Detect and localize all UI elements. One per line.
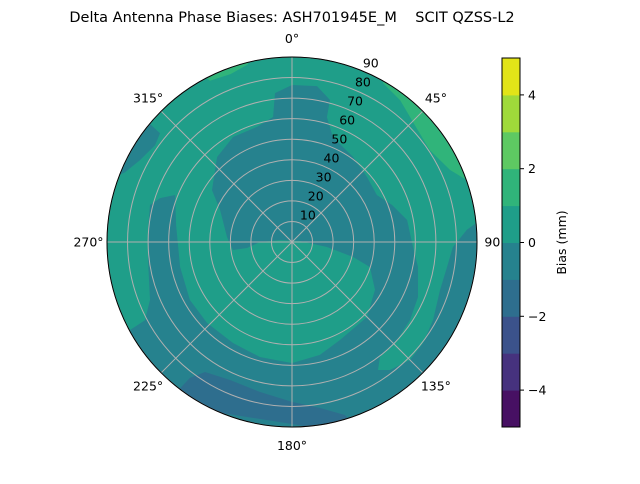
radial-tick-label: 80 xyxy=(355,75,371,90)
polar-frame xyxy=(106,56,478,428)
radial-tick-label: 50 xyxy=(331,132,347,147)
angular-tick-label: 225° xyxy=(133,378,163,393)
colorbar-tick-label: 2 xyxy=(528,161,536,176)
radial-tick-label: 20 xyxy=(308,189,324,204)
colorbar-tick-label: −4 xyxy=(528,383,546,398)
radial-tick-label: 90 xyxy=(363,56,379,71)
colorbar-band xyxy=(502,279,520,317)
radial-tick-label: 30 xyxy=(316,170,332,185)
angular-tick-label: 180° xyxy=(277,438,307,453)
angular-tick-label: 315° xyxy=(133,91,163,106)
angular-gridline xyxy=(291,241,424,374)
colorbar-tick-label: −2 xyxy=(528,309,546,324)
contour-region-0 xyxy=(107,57,477,370)
chart-title: Delta Antenna Phase Biases: ASH701945E_M… xyxy=(69,10,514,26)
colorbar-band xyxy=(502,316,520,354)
polar-grid xyxy=(106,56,478,428)
angular-gridline xyxy=(160,241,293,374)
radial-tick-label: 60 xyxy=(339,113,355,128)
radial-tick-label: 40 xyxy=(324,151,340,166)
angular-tick-label: 45° xyxy=(425,91,447,106)
colorbar-tick-label: 0 xyxy=(528,235,536,250)
colorbar-band xyxy=(502,353,520,391)
angular-tick-label: 135° xyxy=(421,378,451,393)
colorbar-tick-label: 4 xyxy=(528,87,536,102)
colorbar-band xyxy=(502,242,520,280)
angular-tick-label: 90° xyxy=(484,235,506,250)
colorbar-band xyxy=(502,168,520,207)
axis-labels: 0° 45° 90° 135° 180° 225° 270° 315° 10 20 30 40 50 60… xyxy=(73,31,506,453)
colorbar-label: Bias (mm) xyxy=(554,210,569,274)
colorbar-band xyxy=(502,131,520,170)
colorbar-band xyxy=(502,58,520,96)
colorbar-band xyxy=(502,94,520,133)
colorbar: 4 2 0 −2 −4 Bias (mm) xyxy=(501,57,569,428)
angular-gridline xyxy=(291,110,424,243)
angular-tick-label: 0° xyxy=(285,31,299,46)
radial-tick-label: 10 xyxy=(300,208,316,223)
radial-tick-label: 70 xyxy=(347,94,363,109)
colorbar-band xyxy=(502,205,520,243)
angular-gridline xyxy=(160,110,293,243)
colorbar-band xyxy=(502,390,520,428)
angular-tick-label: 270° xyxy=(73,235,103,250)
